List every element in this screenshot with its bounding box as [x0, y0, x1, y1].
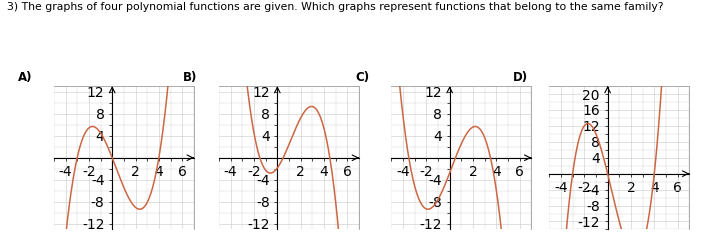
Text: C): C) [355, 71, 370, 84]
Text: 3) The graphs of four polynomial functions are given. Which graphs represent fun: 3) The graphs of four polynomial functio… [7, 2, 663, 12]
Text: A): A) [18, 71, 32, 84]
Text: B): B) [183, 71, 197, 84]
Text: D): D) [513, 71, 528, 84]
